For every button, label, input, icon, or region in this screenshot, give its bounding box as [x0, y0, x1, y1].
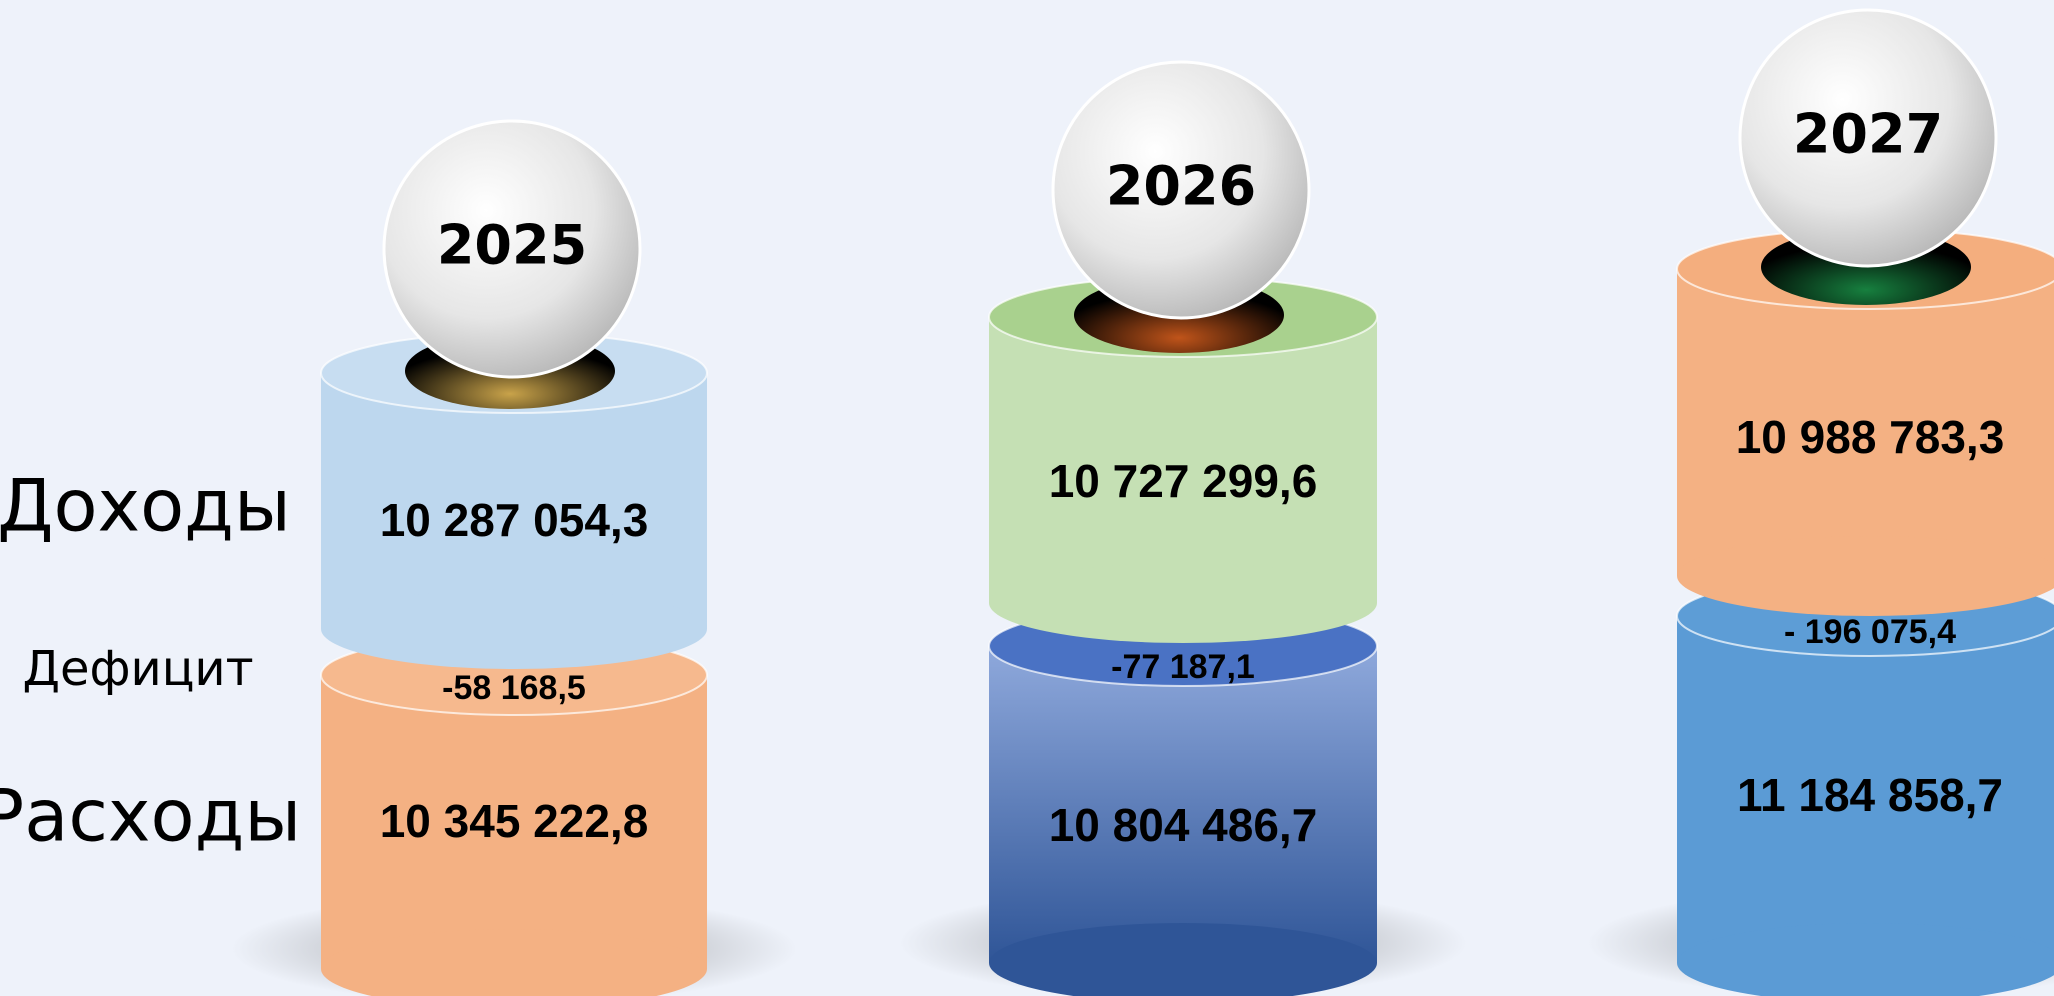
expenses-cylinder-bottom: [1677, 923, 2054, 996]
deficit-value: -58 168,5: [442, 669, 586, 707]
expenses-value: 10 345 222,8: [380, 795, 649, 847]
deficit-value: -77 187,1: [1111, 648, 1255, 686]
expenses-label: Расходы: [0, 774, 301, 858]
expenses-cylinder-bottom: [989, 923, 1377, 996]
deficit-label: Дефицит: [22, 641, 253, 697]
income-cylinder-bottom: [321, 589, 707, 669]
expenses-cylinder: [1677, 616, 2054, 963]
income-cylinder-bottom: [1677, 536, 2054, 616]
expenses-value: 10 804 486,7: [1049, 799, 1318, 851]
income-cylinder: [1677, 269, 2054, 576]
income-cylinder: [321, 373, 707, 629]
income-cylinder: [989, 317, 1377, 603]
year: 2027: [1793, 103, 1943, 166]
expenses-cylinder: [321, 675, 707, 969]
expenses-cylinder: [989, 646, 1377, 963]
income-value: 10 287 054,3: [380, 494, 649, 546]
income-value: 10 727 299,6: [1049, 455, 1318, 507]
deficit-value: - 196 075,4: [1784, 613, 1956, 651]
expenses-cylinder-bottom: [321, 929, 707, 996]
year-ball: [1051, 60, 1311, 320]
year-ball: [1738, 8, 1998, 268]
year: 2026: [1106, 155, 1256, 218]
income-label: Доходы: [0, 464, 291, 548]
income-cylinder-bottom: [989, 563, 1377, 643]
income-value: 10 988 783,3: [1736, 411, 2005, 463]
year: 2025: [437, 214, 587, 277]
expenses-value: 11 184 858,7: [1737, 769, 2003, 821]
year-ball: [382, 119, 642, 379]
